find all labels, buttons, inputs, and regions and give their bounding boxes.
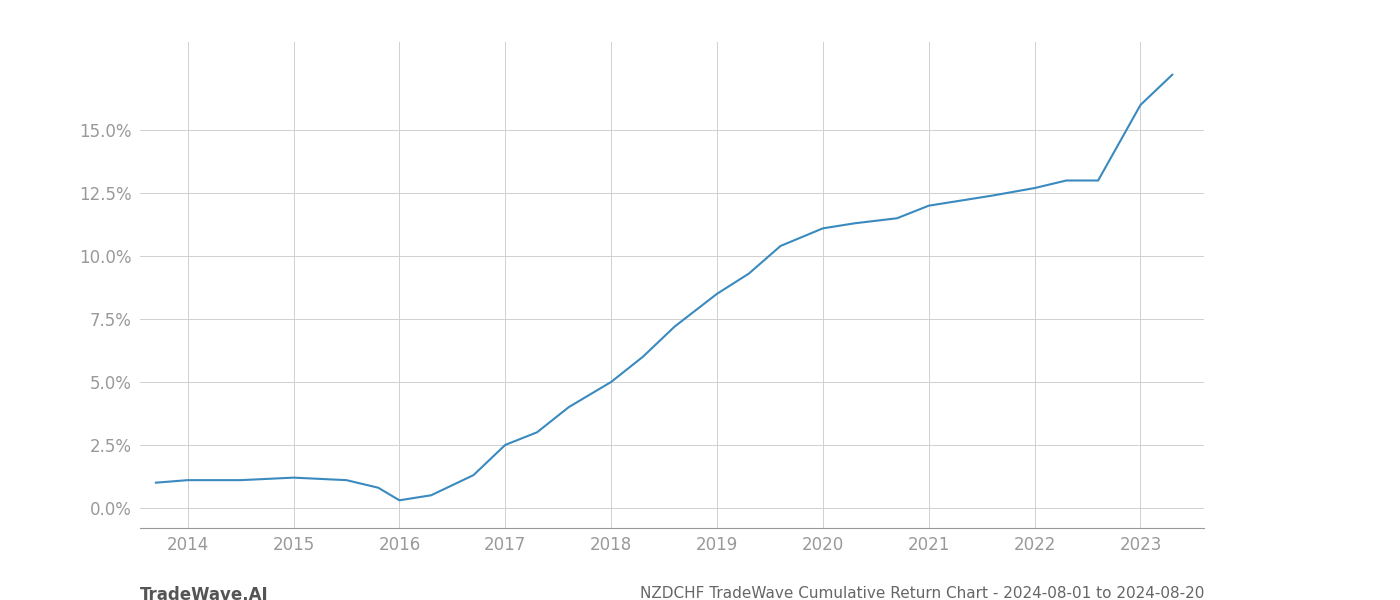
Text: TradeWave.AI: TradeWave.AI: [140, 586, 269, 600]
Text: NZDCHF TradeWave Cumulative Return Chart - 2024-08-01 to 2024-08-20: NZDCHF TradeWave Cumulative Return Chart…: [640, 586, 1204, 600]
